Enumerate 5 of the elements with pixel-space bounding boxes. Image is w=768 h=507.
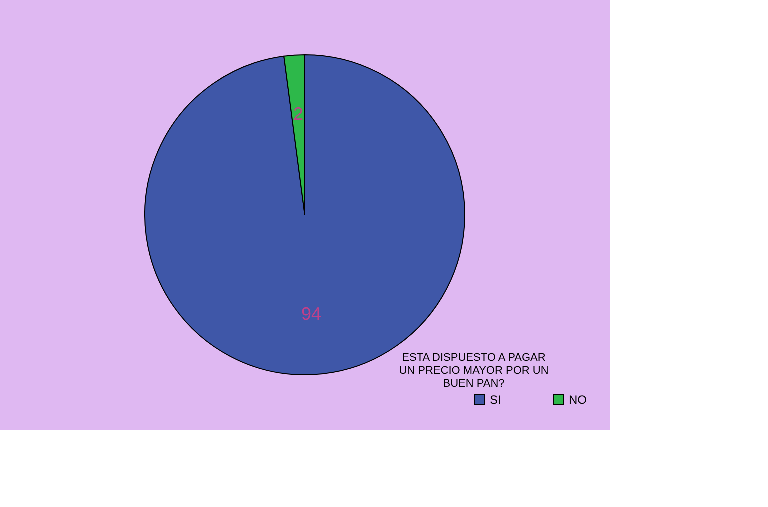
legend-title: ESTA DISPUESTO A PAGAR UN PRECIO MAYOR POR UN BUEN PAN? xyxy=(399,352,549,390)
legend-label: SI xyxy=(490,393,502,407)
data-label: 2 xyxy=(293,104,304,124)
data-label: 94 xyxy=(302,304,322,324)
legend-label: NO xyxy=(569,393,587,407)
